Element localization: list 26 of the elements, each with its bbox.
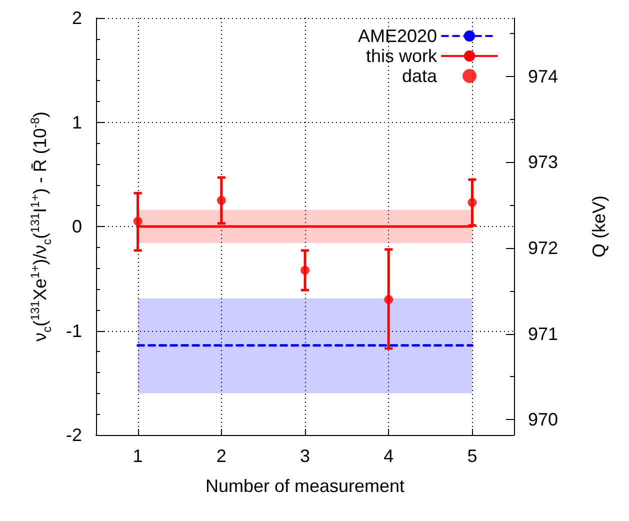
y-tick-label: -2 [66, 425, 82, 445]
y-tick-label: 2 [72, 8, 82, 28]
y2-tick-label: 970 [528, 410, 558, 430]
x-axis-title: Number of measurement [205, 476, 405, 496]
x-tick-label: 3 [300, 446, 310, 466]
point [133, 216, 142, 226]
point [468, 198, 477, 208]
y2-tick-label: 973 [528, 152, 558, 172]
x-tick-label: 4 [384, 446, 394, 466]
y-tick-label: -1 [66, 320, 82, 341]
point [216, 196, 226, 205]
legend-label: this work [366, 46, 438, 66]
x-tick-label: 5 [467, 446, 478, 466]
y-tick-label: 0 [72, 216, 82, 236]
x-tick-label: 1 [132, 446, 143, 466]
y2-tick-label: 972 [528, 238, 558, 258]
legend-label: AME2020 [358, 26, 437, 46]
y-tick-label: 1 [72, 112, 82, 132]
y2-tick-label: 974 [528, 66, 558, 86]
x-tick-label: 2 [216, 446, 226, 466]
legend-label: data [402, 66, 438, 86]
point [384, 294, 394, 304]
y2-axis-title: Q (keV) [589, 195, 609, 258]
text: νc(131Xe1+)/νc(131I1+) - R̄ (10-8) [28, 111, 54, 342]
y2-tick-label: 971 [528, 324, 558, 344]
point [300, 266, 310, 275]
